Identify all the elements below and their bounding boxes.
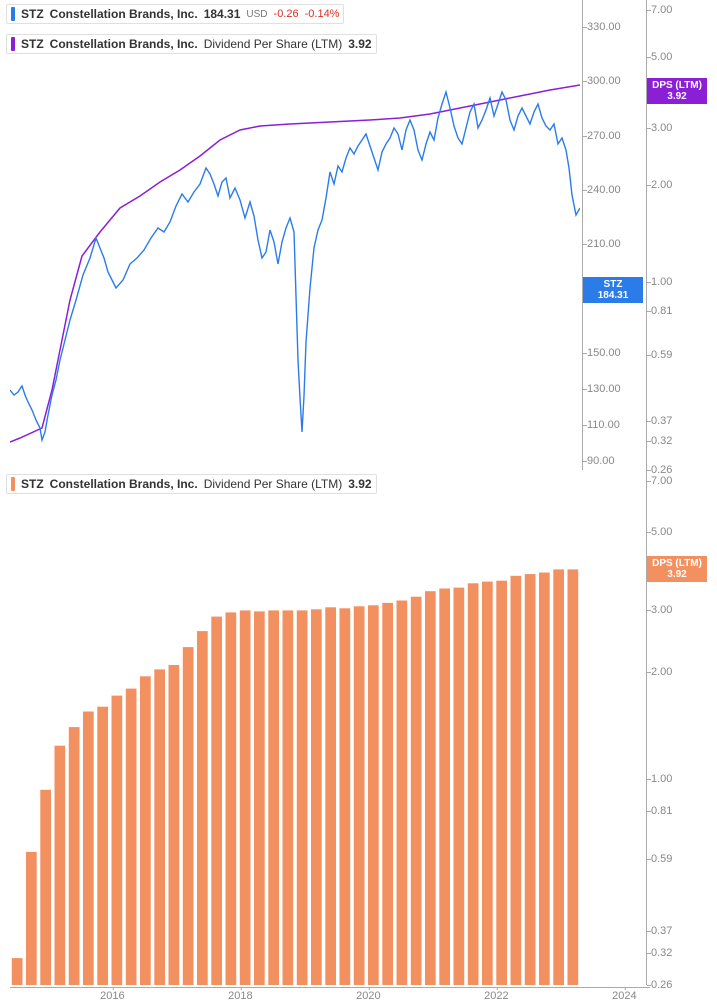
ytick: 3.00 xyxy=(651,122,672,134)
ytick: 2.00 xyxy=(651,666,672,678)
y-axis-dps-bar: 7.005.003.923.002.001.000.810.590.370.32… xyxy=(646,470,706,985)
line-plot-area[interactable] xyxy=(10,0,580,470)
xtick: 2024 xyxy=(612,990,636,1002)
ytick: 300.00 xyxy=(587,75,621,87)
axis-badge: DPS (LTM)3.92 xyxy=(647,78,707,104)
ytick: 0.59 xyxy=(651,853,672,865)
ytick: 5.00 xyxy=(651,51,672,63)
ytick: 3.00 xyxy=(651,604,672,616)
ytick: 0.81 xyxy=(651,805,672,817)
x-axis-time: 2016 2018 2020 2022 2024 xyxy=(10,987,650,1005)
dps-bar-chart: STZ Constellation Brands, Inc. Dividend … xyxy=(0,470,717,1005)
axis-badge: STZ184.31 xyxy=(583,277,643,303)
y-axis-dps: 7.005.003.923.002.001.000.810.590.370.32… xyxy=(646,0,706,470)
ytick: 0.37 xyxy=(651,415,672,427)
y-axis-price: 330.00300.00270.00240.00210.00184.31150.… xyxy=(582,0,642,470)
ytick: 0.59 xyxy=(651,349,672,361)
xtick: 2016 xyxy=(100,990,124,1002)
ytick: 150.00 xyxy=(587,347,621,359)
ytick: 7.00 xyxy=(651,475,672,487)
price-dps-line-chart: STZ Constellation Brands, Inc. 184.31 US… xyxy=(0,0,717,470)
xtick: 2022 xyxy=(484,990,508,1002)
axis-badge: DPS (LTM)3.92 xyxy=(647,556,707,582)
ytick: 1.00 xyxy=(651,773,672,785)
ytick: 5.00 xyxy=(651,526,672,538)
ytick: 90.00 xyxy=(587,455,615,467)
ytick: 7.00 xyxy=(651,4,672,16)
ytick: 130.00 xyxy=(587,383,621,395)
ytick: 270.00 xyxy=(587,130,621,142)
ytick: 0.32 xyxy=(651,435,672,447)
ytick: 0.26 xyxy=(651,979,672,991)
ytick: 240.00 xyxy=(587,184,621,196)
xtick: 2020 xyxy=(356,990,380,1002)
ytick: 330.00 xyxy=(587,21,621,33)
bar-plot-area[interactable] xyxy=(10,470,580,985)
xtick: 2018 xyxy=(228,990,252,1002)
ytick: 110.00 xyxy=(587,419,620,431)
ytick: 0.32 xyxy=(651,947,672,959)
ytick: 2.00 xyxy=(651,179,672,191)
ytick: 0.37 xyxy=(651,925,672,937)
ytick: 1.00 xyxy=(651,276,672,288)
ytick: 210.00 xyxy=(587,238,621,250)
ytick: 0.81 xyxy=(651,305,672,317)
